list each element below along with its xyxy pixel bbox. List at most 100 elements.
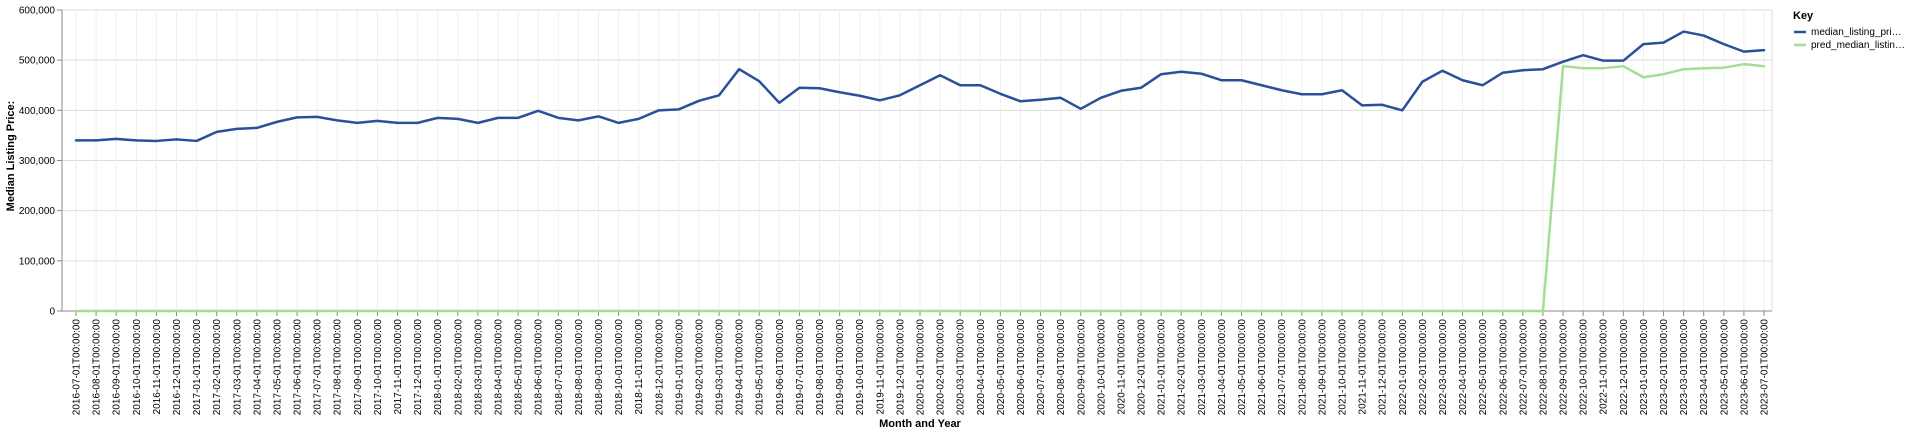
x-tick-label: 2023-01-01T00:00:00 [1639,319,1650,416]
x-tick-label: 2020-06-01T00:00:00 [1016,319,1027,416]
x-tick-label: 2017-09-01T00:00:00 [353,319,364,416]
legend-title: Key [1793,10,1814,22]
x-tick-label: 2018-12-01T00:00:00 [654,319,665,416]
x-tick-label: 2018-03-01T00:00:00 [473,319,484,416]
x-tick-label: 2019-07-01T00:00:00 [795,319,806,416]
x-tick-label: 2021-12-01T00:00:00 [1378,319,1389,416]
x-tick-label: 2020-03-01T00:00:00 [956,319,967,416]
x-tick-label: 2021-10-01T00:00:00 [1338,319,1349,416]
x-tick-label: 2021-08-01T00:00:00 [1297,319,1308,416]
x-tick-label: 2017-12-01T00:00:00 [413,319,424,416]
x-tick-label: 2023-02-01T00:00:00 [1659,319,1670,416]
x-tick-label: 2016-08-01T00:00:00 [92,319,103,416]
x-tick-label: 2016-07-01T00:00:00 [72,319,83,416]
x-tick-label: 2017-07-01T00:00:00 [313,319,324,416]
x-tick-label: 2017-11-01T00:00:00 [393,319,404,415]
x-tick-label: 2020-05-01T00:00:00 [996,319,1007,416]
x-tick-label: 2018-05-01T00:00:00 [514,319,525,416]
x-tick-label: 2021-02-01T00:00:00 [1177,319,1188,416]
x-tick-label: 2019-12-01T00:00:00 [895,319,906,416]
x-tick-label: 2020-10-01T00:00:00 [1096,319,1107,416]
x-tick-label: 2023-06-01T00:00:00 [1739,319,1750,416]
x-tick-label: 2019-01-01T00:00:00 [674,319,685,416]
x-tick-label: 2023-05-01T00:00:00 [1719,319,1730,416]
x-tick-label: 2016-09-01T00:00:00 [112,319,123,416]
x-tick-label: 2019-05-01T00:00:00 [755,319,766,416]
x-tick-label: 2022-12-01T00:00:00 [1619,319,1630,416]
legend-label-pred: pred_median_listin… [1811,40,1905,51]
y-tick-label: 300,000 [19,156,56,167]
x-tick-label: 2020-08-01T00:00:00 [1056,319,1067,416]
x-tick-label: 2018-08-01T00:00:00 [574,319,585,416]
x-tick-label: 2023-03-01T00:00:00 [1679,319,1690,416]
x-tick-label: 2017-05-01T00:00:00 [272,319,283,416]
series-lines [74,30,1766,313]
y-tick-label: 600,000 [19,6,56,17]
y-axis: 0 100,000 200,000 300,000 400,000 500,000 600,… [19,6,63,318]
x-tick-label: 2018-11-01T00:00:00 [634,319,645,415]
x-tick-label: 2017-01-01T00:00:00 [192,319,203,416]
grid-lines [62,9,1773,311]
x-tick-label: 2019-09-01T00:00:00 [835,319,846,416]
x-tick-label: 2023-04-01T00:00:00 [1699,319,1710,416]
x-tick-label: 2021-09-01T00:00:00 [1317,319,1328,416]
x-tick-label: 2019-04-01T00:00:00 [735,319,746,416]
x-tick-label: 2022-04-01T00:00:00 [1458,319,1469,416]
x-tick-label: 2020-07-01T00:00:00 [1036,319,1047,416]
x-tick-label: 2019-08-01T00:00:00 [815,319,826,416]
x-tick-label: 2020-01-01T00:00:00 [916,319,927,416]
x-tick-label: 2022-09-01T00:00:00 [1559,319,1570,416]
x-tick-label: 2018-10-01T00:00:00 [614,319,625,416]
x-tick-label: 2021-01-01T00:00:00 [1157,319,1168,416]
x-tick-label: 2020-04-01T00:00:00 [976,319,987,416]
x-tick-label: 2020-11-01T00:00:00 [1116,319,1127,415]
x-tick-label: 2022-03-01T00:00:00 [1438,319,1449,416]
x-tick-label: 2020-12-01T00:00:00 [1137,319,1148,416]
x-tick-label: 2021-06-01T00:00:00 [1257,319,1268,416]
x-tick-label: 2018-02-01T00:00:00 [453,319,464,416]
x-tick-label: 2022-06-01T00:00:00 [1498,319,1509,416]
y-tick-label: 100,000 [19,256,56,267]
x-tick-label: 2018-04-01T00:00:00 [494,319,505,416]
x-tick-label: 2023-07-01T00:00:00 [1760,319,1771,416]
series-line-median-listing-price [74,30,1766,143]
x-tick-label: 2016-12-01T00:00:00 [172,319,183,416]
x-tick-label: 2022-02-01T00:00:00 [1418,319,1429,416]
legend: Key median_listing_pri… pred_median_list… [1793,10,1905,51]
x-tick-label: 2019-11-01T00:00:00 [875,319,886,415]
x-tick-label: 2016-11-01T00:00:00 [152,319,163,415]
x-axis-title: Month and Year [879,418,961,430]
x-tick-label: 2017-02-01T00:00:00 [212,319,223,416]
x-tick-label: 2016-10-01T00:00:00 [132,319,143,416]
x-tick-label: 2021-05-01T00:00:00 [1237,319,1248,416]
x-tick-label: 2021-03-01T00:00:00 [1197,319,1208,416]
x-tick-label: 2022-10-01T00:00:00 [1579,319,1590,416]
x-tick-label: 2017-10-01T00:00:00 [373,319,384,416]
y-tick-label: 200,000 [19,206,56,217]
x-tick-label: 2017-03-01T00:00:00 [232,319,243,416]
x-tick-label: 2022-07-01T00:00:00 [1518,319,1529,416]
x-tick-label: 2021-07-01T00:00:00 [1277,319,1288,416]
y-tick-label: 0 [49,307,55,318]
x-tick-label: 2019-06-01T00:00:00 [775,319,786,416]
x-tick-label: 2018-09-01T00:00:00 [594,319,605,416]
x-tick-label: 2018-06-01T00:00:00 [534,319,545,416]
x-tick-label: 2017-08-01T00:00:00 [333,319,344,416]
x-tick-label: 2020-02-01T00:00:00 [936,319,947,416]
x-tick-label: 2022-11-01T00:00:00 [1599,319,1610,415]
x-tick-label: 2019-02-01T00:00:00 [694,319,705,416]
x-tick-label: 2017-04-01T00:00:00 [252,319,263,416]
y-tick-label: 400,000 [19,106,56,117]
x-tick-label: 2020-09-01T00:00:00 [1076,319,1087,416]
x-tick-label: 2018-01-01T00:00:00 [433,319,444,416]
x-axis: 2016-07-01T00:00:00 2016-08-01T00:00:00 20… [62,310,1772,416]
x-tick-label: 2017-06-01T00:00:00 [293,319,304,416]
x-tick-label: 2018-07-01T00:00:00 [554,319,565,416]
y-axis-title: Median Listing Price: [5,101,17,212]
legend-label-median: median_listing_pri… [1811,27,1902,38]
x-tick-label: 2022-05-01T00:00:00 [1478,319,1489,416]
x-tick-label: 2019-03-01T00:00:00 [715,319,726,416]
x-tick-label: 2021-04-01T00:00:00 [1217,319,1228,416]
y-tick-label: 500,000 [19,56,56,67]
